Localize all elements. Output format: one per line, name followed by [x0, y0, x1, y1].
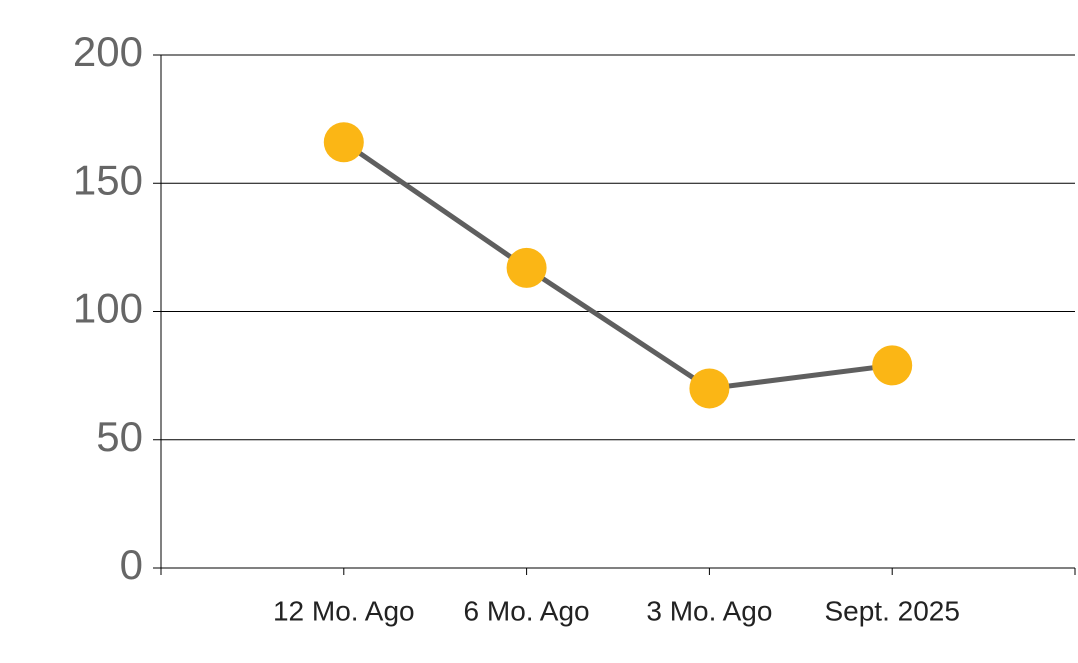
y-tick-label: 0	[120, 541, 143, 588]
y-tick-label: 50	[96, 413, 143, 460]
x-tick-label: 12 Mo. Ago	[273, 595, 415, 626]
data-point	[872, 345, 913, 386]
data-line	[342, 140, 893, 392]
y-tick-label: 100	[73, 285, 143, 332]
data-point	[689, 368, 730, 409]
x-tick-label: Sept. 2025	[824, 595, 959, 626]
x-tick-label: 6 Mo. Ago	[464, 595, 590, 626]
y-tick-label: 150	[73, 156, 143, 203]
data-point	[506, 247, 547, 288]
data-point	[323, 122, 364, 163]
x-tick-label: 3 Mo. Ago	[646, 595, 772, 626]
y-tick-label: 200	[73, 28, 143, 75]
